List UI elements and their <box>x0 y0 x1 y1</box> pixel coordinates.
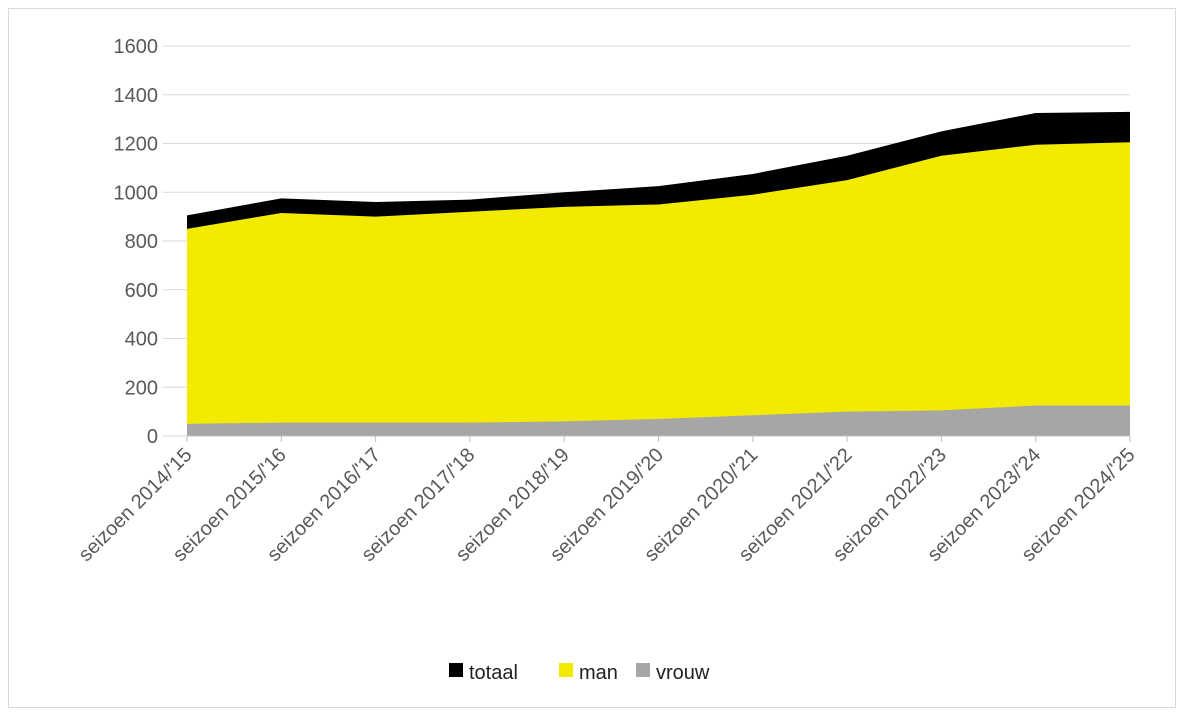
y-tick-label: 800 <box>125 231 158 253</box>
y-tick-label: 0 <box>147 426 158 448</box>
area <box>187 142 1130 436</box>
legend-swatch <box>449 663 463 677</box>
legend-swatch <box>636 663 650 677</box>
legend-label: totaal <box>469 662 518 684</box>
legend-swatch <box>559 663 573 677</box>
y-tick-label: 400 <box>125 329 158 351</box>
legend-label: man <box>579 662 618 684</box>
y-tick-label: 600 <box>125 280 158 302</box>
y-tick-label: 200 <box>125 377 158 399</box>
y-tick-label: 1200 <box>114 134 159 156</box>
y-tick-label: 1400 <box>114 85 159 107</box>
legend-label: vrouw <box>656 662 710 684</box>
y-tick-label: 1000 <box>114 182 159 204</box>
area <box>187 405 1130 436</box>
y-tick-label: 1600 <box>114 36 159 58</box>
